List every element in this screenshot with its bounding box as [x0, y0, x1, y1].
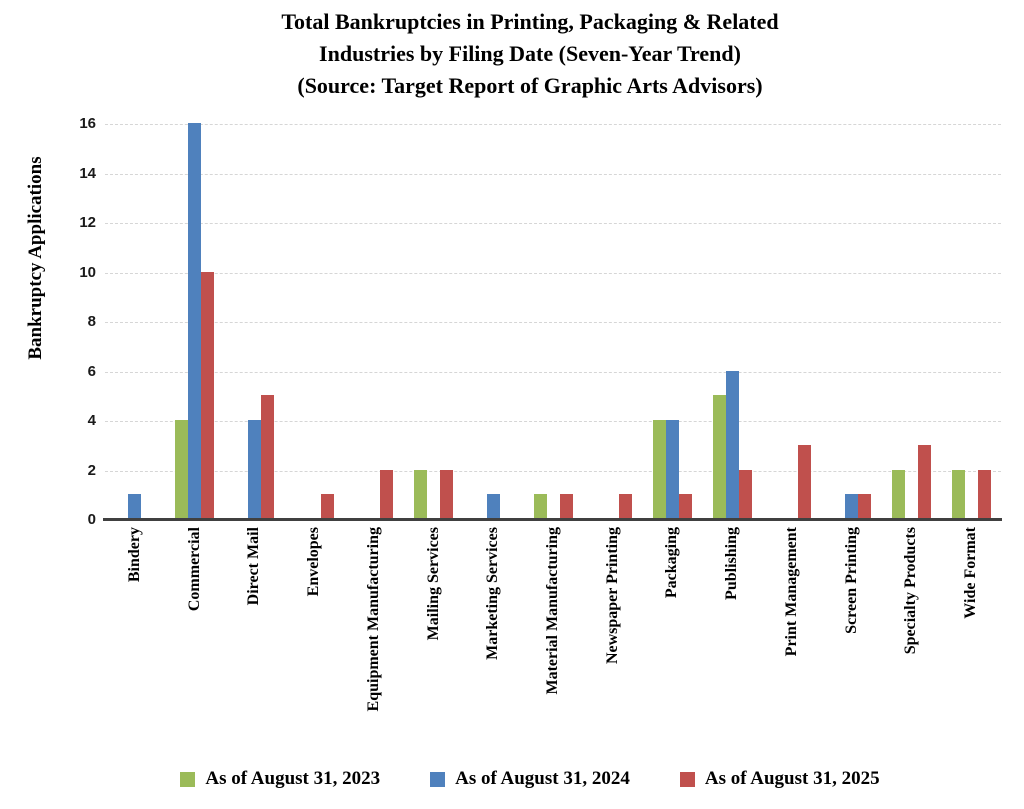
gridline-14 — [105, 173, 1001, 175]
bar-commercial-2023 — [175, 420, 189, 519]
bar-commercial-2025 — [201, 271, 215, 519]
bar-publishing-2024 — [725, 370, 739, 519]
bar-envelopes-2025 — [320, 494, 334, 519]
y-tick-label-12: 12 — [79, 214, 96, 231]
bar-equipment-manufacturing-2025 — [380, 469, 394, 519]
chart-title-line1: Total Bankruptcies in Printing, Packagin… — [281, 9, 779, 34]
bar-newspaper-printing-2025 — [619, 494, 633, 519]
x-axis-label-wide-format: Wide Format — [962, 527, 980, 619]
bar-specialty-products-2025 — [917, 444, 931, 519]
y-tick-label-2: 2 — [87, 461, 96, 479]
bar-material-manufacturing-2023 — [533, 494, 547, 519]
bar-packaging-2023 — [652, 420, 666, 519]
legend-label-2024: As of August 31, 2024 — [455, 768, 630, 789]
y-tick-label-4: 4 — [87, 412, 96, 429]
x-axis-label-envelopes: Envelopes — [305, 527, 323, 597]
gridline-6 — [105, 371, 1001, 373]
legend-swatch-2025 — [679, 771, 695, 787]
chart-title-line2: Industries by Filing Date (Seven-Year Tr… — [319, 41, 741, 66]
x-axis-label-marketing-services: Marketing Services — [484, 527, 502, 660]
bar-mailing-services-2023 — [414, 469, 428, 519]
legend-item-2024: As of August 31, 2024 — [430, 768, 630, 790]
y-tick-label-16: 16 — [79, 115, 96, 132]
x-axis-label-bindery: Bindery — [125, 527, 143, 583]
gridline-12 — [105, 223, 1001, 224]
bar-mailing-services-2025 — [440, 469, 454, 519]
x-axis-label-newspaper-printing: Newspaper Printing — [603, 527, 621, 665]
bar-material-manufacturing-2025 — [559, 494, 573, 519]
bar-wide-format-2025 — [977, 469, 991, 519]
bar-direct-mail-2025 — [260, 395, 274, 519]
y-tick-label-14: 14 — [79, 164, 96, 182]
bar-publishing-2023 — [712, 395, 726, 519]
chart-title-line3: (Source: Target Report of Graphic Arts A… — [297, 73, 763, 98]
gridline-8 — [105, 322, 1001, 323]
bar-packaging-2024 — [665, 420, 679, 519]
bar-bindery-2024 — [128, 494, 142, 519]
y-tick-label-6: 6 — [87, 362, 96, 380]
bar-screen-printing-2024 — [845, 494, 859, 519]
x-axis-label-mailing-services: Mailing Services — [424, 527, 442, 641]
legend-swatch-2024 — [430, 771, 446, 787]
x-axis-label-direct-mail: Direct Mail — [245, 527, 263, 606]
gridline-4 — [105, 421, 1001, 422]
bar-publishing-2025 — [738, 469, 752, 519]
x-axis-line — [103, 518, 1002, 521]
bar-wide-format-2023 — [951, 469, 965, 519]
bar-marketing-services-2024 — [486, 494, 500, 519]
x-axis-label-specialty-products: Specialty Products — [902, 527, 920, 655]
legend-item-2023: As of August 31, 2023 — [180, 768, 380, 790]
x-axis-label-print-management: Print Management — [782, 527, 800, 657]
y-tick-label-8: 8 — [87, 313, 96, 330]
gridline-10 — [105, 272, 1001, 274]
bar-commercial-2024 — [188, 123, 202, 519]
chart-title: Total Bankruptcies in Printing, Packagin… — [36, 6, 1024, 102]
gridline-16 — [105, 124, 1001, 125]
bar-direct-mail-2024 — [247, 420, 261, 519]
legend-swatch-2023 — [180, 771, 196, 787]
bar-screen-printing-2025 — [858, 494, 872, 519]
x-axis-label-material-manufacturing: Material Manufacturing — [544, 527, 561, 695]
x-axis-label-equipment-manufacturing: Equipment Manufacturing — [364, 527, 382, 712]
x-axis-label-screen-printing: Screen Printing — [842, 527, 860, 634]
x-axis-label-commercial: Commercial — [185, 527, 203, 612]
bar-packaging-2025 — [678, 494, 692, 519]
x-axis-label-packaging: Packaging — [663, 527, 681, 599]
gridline-2 — [105, 470, 1001, 472]
x-axis-label-publishing: Publishing — [723, 527, 741, 600]
bar-specialty-products-2023 — [891, 469, 905, 519]
y-tick-label-10: 10 — [79, 263, 96, 281]
chart-legend: As of August 31, 2023 As of August 31, 20… — [36, 768, 1024, 790]
bar-print-management-2025 — [798, 444, 812, 519]
legend-label-2025: As of August 31, 2025 — [704, 768, 880, 789]
legend-item-2025: As of August 31, 2025 — [679, 768, 880, 790]
legend-label-2023: As of August 31, 2023 — [205, 768, 381, 789]
y-tick-label-0: 0 — [87, 511, 96, 528]
